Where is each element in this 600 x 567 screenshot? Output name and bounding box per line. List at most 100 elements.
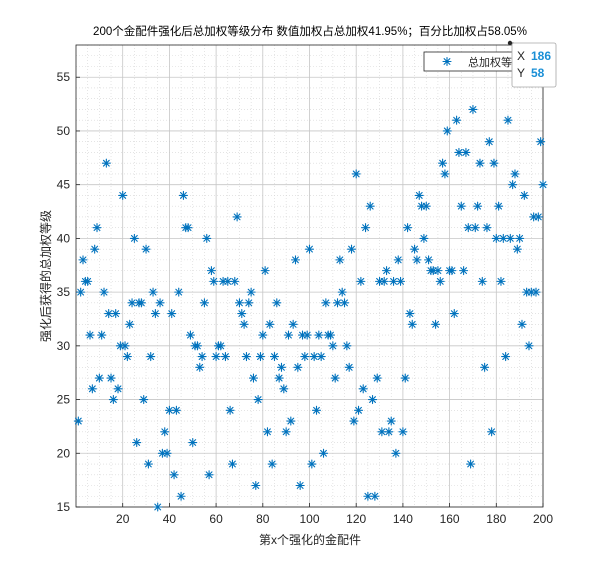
data-point[interactable] — [209, 276, 219, 286]
data-point[interactable] — [384, 427, 394, 437]
data-point[interactable] — [234, 298, 244, 308]
data-point[interactable] — [382, 266, 392, 276]
data-point[interactable] — [153, 502, 163, 512]
data-point[interactable] — [356, 276, 366, 286]
data-point[interactable] — [92, 223, 102, 233]
data-point[interactable] — [202, 233, 212, 243]
data-point[interactable] — [309, 352, 319, 362]
data-point[interactable] — [237, 309, 247, 319]
data-point[interactable] — [459, 266, 469, 276]
data-point[interactable] — [118, 190, 128, 200]
data-point[interactable] — [206, 266, 216, 276]
data-point[interactable] — [253, 395, 263, 405]
data-point[interactable] — [76, 287, 86, 297]
data-point[interactable] — [148, 287, 158, 297]
data-point[interactable] — [129, 233, 139, 243]
data-point[interactable] — [533, 212, 543, 222]
data-point[interactable] — [517, 319, 527, 329]
data-point[interactable] — [468, 104, 478, 115]
data-point[interactable] — [267, 459, 277, 469]
data-point[interactable] — [239, 319, 249, 329]
data-point[interactable] — [524, 341, 534, 351]
data-point[interactable] — [433, 266, 443, 276]
data-point[interactable] — [78, 255, 88, 265]
data-point[interactable] — [349, 416, 359, 426]
data-point[interactable] — [442, 126, 452, 136]
data-point[interactable] — [106, 373, 116, 383]
data-point[interactable] — [311, 405, 322, 415]
data-point[interactable] — [162, 448, 172, 458]
data-point[interactable] — [475, 158, 485, 168]
data-point[interactable] — [339, 298, 350, 308]
data-point[interactable] — [276, 362, 287, 372]
data-point[interactable] — [470, 223, 480, 233]
data-point[interactable] — [342, 341, 352, 351]
data-point[interactable] — [125, 319, 135, 329]
data-point[interactable] — [440, 169, 450, 179]
data-point[interactable] — [97, 330, 107, 340]
data-point[interactable] — [452, 115, 462, 125]
data-point[interactable] — [407, 319, 417, 329]
data-point[interactable] — [176, 491, 186, 501]
data-point[interactable] — [353, 405, 364, 415]
data-point[interactable] — [167, 309, 177, 319]
data-point[interactable] — [328, 341, 338, 351]
data-point[interactable] — [484, 137, 494, 147]
data-point[interactable] — [290, 255, 301, 265]
data-point[interactable] — [400, 373, 410, 383]
data-point[interactable] — [197, 352, 207, 362]
data-point[interactable] — [281, 427, 291, 437]
data-point[interactable] — [90, 244, 100, 254]
data-point[interactable] — [307, 459, 317, 469]
data-point[interactable] — [531, 287, 541, 297]
data-point[interactable] — [489, 158, 499, 168]
data-point[interactable] — [335, 255, 345, 265]
data-point[interactable] — [274, 373, 284, 383]
data-point[interactable] — [505, 233, 515, 243]
data-point[interactable] — [246, 287, 256, 297]
data-point[interactable] — [496, 276, 506, 286]
data-point[interactable] — [211, 352, 221, 362]
data-point[interactable] — [146, 352, 156, 362]
data-point[interactable] — [372, 373, 382, 383]
data-point[interactable] — [199, 298, 209, 308]
data-point[interactable] — [456, 201, 466, 211]
data-point[interactable] — [83, 276, 93, 286]
data-point[interactable] — [421, 201, 431, 211]
data-point[interactable] — [171, 405, 181, 415]
data-point[interactable] — [510, 169, 520, 179]
data-point[interactable] — [169, 470, 179, 480]
data-point[interactable] — [265, 319, 275, 329]
data-point[interactable] — [139, 395, 149, 405]
data-point[interactable] — [94, 373, 104, 383]
data-point[interactable] — [365, 201, 375, 211]
data-point[interactable] — [487, 427, 497, 437]
data-point[interactable] — [346, 244, 357, 254]
data-point[interactable] — [141, 244, 151, 254]
data-point[interactable] — [480, 362, 490, 372]
data-point[interactable] — [405, 309, 415, 319]
data-point[interactable] — [370, 491, 380, 501]
data-point[interactable] — [304, 244, 315, 254]
data-point[interactable] — [325, 330, 336, 340]
data-point[interactable] — [536, 137, 546, 147]
data-point[interactable] — [503, 115, 513, 125]
data-point[interactable] — [412, 255, 422, 265]
data-point[interactable] — [85, 330, 95, 340]
data-point[interactable] — [195, 362, 205, 372]
plot-area[interactable] — [73, 44, 548, 512]
data-point[interactable] — [188, 437, 198, 448]
data-point[interactable] — [438, 158, 448, 168]
data-point[interactable] — [379, 276, 389, 286]
data-point[interactable] — [230, 276, 240, 286]
data-point[interactable] — [431, 319, 441, 329]
data-point[interactable] — [403, 223, 413, 233]
data-point[interactable] — [477, 276, 487, 286]
data-point[interactable] — [122, 352, 132, 362]
data-point[interactable] — [99, 287, 109, 297]
data-point[interactable] — [143, 459, 153, 469]
data-point[interactable] — [111, 309, 121, 319]
data-point[interactable] — [255, 352, 266, 362]
data-point[interactable] — [185, 330, 195, 340]
data-point[interactable] — [538, 180, 548, 190]
